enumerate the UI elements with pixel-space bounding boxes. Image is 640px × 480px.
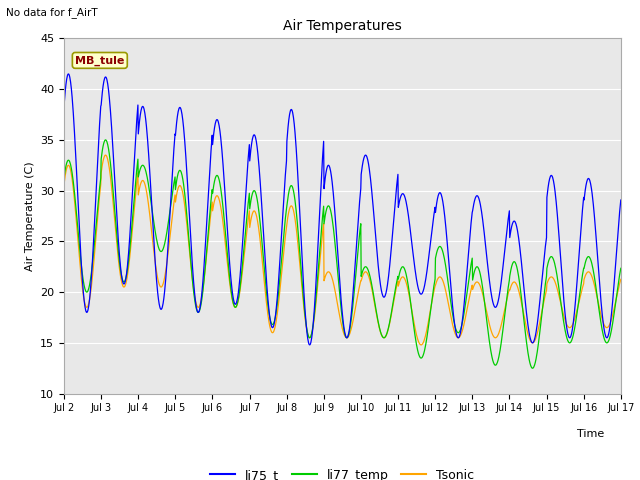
li77_temp	[171, 176, 179, 182]
Text: MB_tule: MB_tule	[75, 55, 125, 66]
li77_temp	[529, 365, 536, 371]
li75_t	[429, 215, 437, 220]
Tsonic	[102, 152, 109, 158]
Tsonic	[429, 290, 437, 296]
li77_temp	[502, 302, 509, 308]
Text: No data for f_AirT: No data for f_AirT	[6, 7, 98, 18]
li75_t	[617, 197, 625, 203]
li77_temp	[184, 228, 192, 234]
li75_t	[65, 71, 72, 77]
Legend: li75_t, li77_temp, Tsonic: li75_t, li77_temp, Tsonic	[205, 464, 479, 480]
Tsonic	[617, 276, 625, 282]
Tsonic	[502, 299, 510, 305]
li75_t	[184, 192, 192, 198]
li77_temp	[102, 137, 109, 143]
li75_t	[552, 192, 559, 197]
Tsonic	[417, 342, 425, 348]
Tsonic	[184, 235, 192, 240]
Tsonic	[552, 280, 559, 286]
li75_t	[246, 150, 254, 156]
li75_t	[60, 103, 68, 109]
li75_t	[306, 342, 314, 348]
li77_temp	[429, 288, 437, 294]
Line: li75_t: li75_t	[64, 74, 621, 345]
li75_t	[502, 233, 510, 239]
li77_temp	[246, 200, 254, 206]
li75_t	[171, 136, 179, 142]
Title: Air Temperatures: Air Temperatures	[283, 19, 402, 33]
li77_temp	[552, 264, 559, 270]
Tsonic	[171, 194, 179, 200]
Tsonic	[246, 219, 254, 225]
Y-axis label: Air Temperature (C): Air Temperature (C)	[24, 161, 35, 271]
X-axis label: Time: Time	[577, 429, 604, 439]
Line: Tsonic: Tsonic	[64, 155, 621, 345]
li77_temp	[617, 265, 625, 271]
li77_temp	[60, 175, 68, 181]
Tsonic	[60, 181, 68, 187]
Line: li77_temp: li77_temp	[64, 140, 621, 368]
